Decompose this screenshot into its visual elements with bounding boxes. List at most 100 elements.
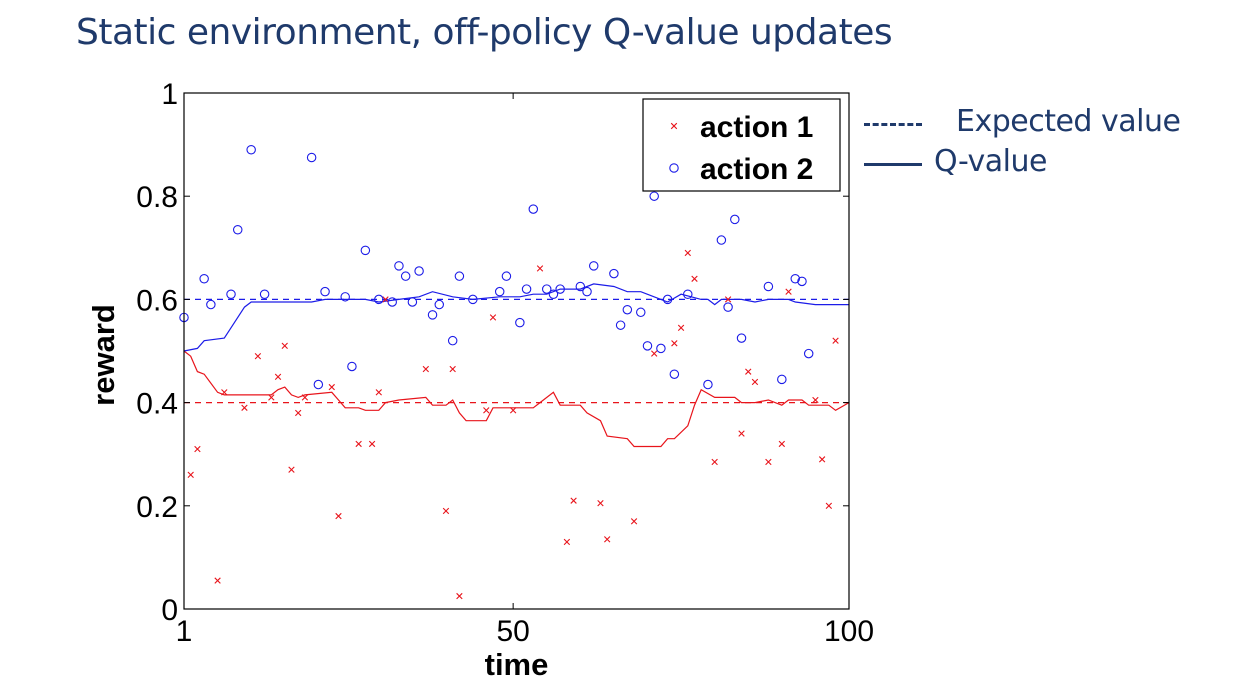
action-1-point-44 xyxy=(785,288,792,295)
slide-title: Static environment, off-policy Q-value u… xyxy=(76,12,893,53)
action-1-point-40 xyxy=(745,368,752,375)
action-1-point-11 xyxy=(295,409,302,417)
action-2-point-39 xyxy=(636,307,646,318)
action-2-point-35 xyxy=(588,261,599,271)
action-2-point-42 xyxy=(656,343,666,354)
action-1-point-10 xyxy=(288,466,295,473)
action-2-point-29 xyxy=(528,204,539,214)
action-2-point-41 xyxy=(649,191,659,201)
x-tick-label-100: 100 xyxy=(824,615,874,648)
y-axis-label: reward xyxy=(86,304,121,406)
q-value-line-2 xyxy=(183,283,849,352)
dashed-line-swatch xyxy=(864,123,922,126)
action-2-point-55 xyxy=(803,348,814,359)
action-1-point-21 xyxy=(449,365,456,373)
action-2-point-9 xyxy=(313,379,324,390)
action-1-point-35 xyxy=(684,249,691,257)
action-1-point-5 xyxy=(241,404,248,411)
action-1-point-12 xyxy=(301,394,309,401)
y-tick-label-2: 0.4 xyxy=(136,388,178,421)
action-2-point-36 xyxy=(609,268,619,279)
action-2-point-49 xyxy=(730,214,740,225)
action-1-point-14 xyxy=(335,512,342,520)
solid-line-swatch xyxy=(864,163,922,166)
side-legend-q: Q-value xyxy=(864,144,1204,182)
x-tick-label-1: 1 xyxy=(176,615,193,648)
action-2-point-16 xyxy=(394,261,404,271)
action-1-point-22 xyxy=(456,592,463,600)
action-2-point-53 xyxy=(790,274,801,284)
action-2-point-2 xyxy=(199,274,209,284)
action-2-point-32 xyxy=(555,284,565,294)
y-tick-label-4: 0.8 xyxy=(136,181,178,214)
action-2-point-21 xyxy=(434,299,445,310)
action-1-point-38 xyxy=(724,296,732,303)
action-2-point-3 xyxy=(206,299,216,310)
legend-label-1: action 1 xyxy=(700,111,813,144)
action-1-point-7 xyxy=(268,394,275,401)
action-2-point-17 xyxy=(400,271,411,281)
action-1-point-16 xyxy=(368,440,376,448)
action-1-point-2 xyxy=(194,445,201,453)
action-2-point-6 xyxy=(246,145,256,155)
action-1-point-15 xyxy=(355,440,362,448)
action-1-point-13 xyxy=(328,383,335,391)
action-2-point-37 xyxy=(615,320,626,330)
action-2-point-19 xyxy=(414,266,424,276)
legend-marker-1 xyxy=(670,122,678,130)
action-2-point-50 xyxy=(736,333,747,343)
action-2-point-38 xyxy=(622,304,633,315)
side-legend-expected-label: Expected value xyxy=(956,104,1181,139)
action-1-point-36 xyxy=(691,275,698,282)
y-tick-label-0: 0 xyxy=(161,594,178,627)
action-2-point-4 xyxy=(226,289,236,299)
x-tick-label-50: 50 xyxy=(496,615,529,648)
action-1-point-17 xyxy=(375,389,382,396)
x-axis-label: time xyxy=(485,647,549,682)
action-2-point-34 xyxy=(582,286,592,297)
action-1-point-19 xyxy=(422,365,430,373)
action-2-point-28 xyxy=(521,284,532,294)
side-legend-expected: Expected value xyxy=(864,104,1204,142)
action-2-point-51 xyxy=(763,281,774,292)
action-2-point-8 xyxy=(306,152,317,163)
action-1-point-43 xyxy=(778,440,786,448)
action-1-point-3 xyxy=(214,577,221,584)
side-legend: Expected value Q-value xyxy=(864,104,1204,190)
action-2-point-10 xyxy=(320,286,330,297)
action-1-point-24 xyxy=(489,314,497,321)
action-2-point-26 xyxy=(501,271,512,281)
action-2-point-25 xyxy=(494,286,505,297)
action-2-point-54 xyxy=(797,276,807,287)
action-2-point-15 xyxy=(387,297,397,307)
action-1-point-25 xyxy=(509,407,517,414)
action-2-point-12 xyxy=(347,361,357,372)
action-1-point-20 xyxy=(442,507,450,515)
action-1-point-42 xyxy=(765,458,772,466)
action-1-point-23 xyxy=(483,407,490,414)
action-2-point-40 xyxy=(642,341,653,351)
q-value-line-1 xyxy=(183,350,850,448)
axes-box xyxy=(183,92,850,610)
legend-label-2: action 2 xyxy=(700,153,813,186)
action-1-point-4 xyxy=(221,389,228,396)
action-1-point-28 xyxy=(570,497,577,504)
action-2-point-45 xyxy=(683,289,693,299)
action-1-point-27 xyxy=(563,538,571,546)
action-1-point-30 xyxy=(603,536,611,543)
action-1-point-31 xyxy=(630,518,638,525)
action-2-point-20 xyxy=(427,310,438,320)
action-1-point-37 xyxy=(711,458,718,466)
action-1-point-48 xyxy=(832,337,839,344)
action-2-point-7 xyxy=(259,289,270,299)
action-2-point-11 xyxy=(340,292,350,302)
action-1-point-32 xyxy=(651,350,658,357)
action-1-point-41 xyxy=(751,378,759,386)
y-tick-label-3: 0.6 xyxy=(136,284,178,317)
action-1-point-29 xyxy=(597,500,604,507)
action-1-point-33 xyxy=(671,340,678,347)
action-2-point-44 xyxy=(669,369,680,379)
action-2-point-43 xyxy=(662,294,673,305)
action-2-point-48 xyxy=(723,302,733,312)
